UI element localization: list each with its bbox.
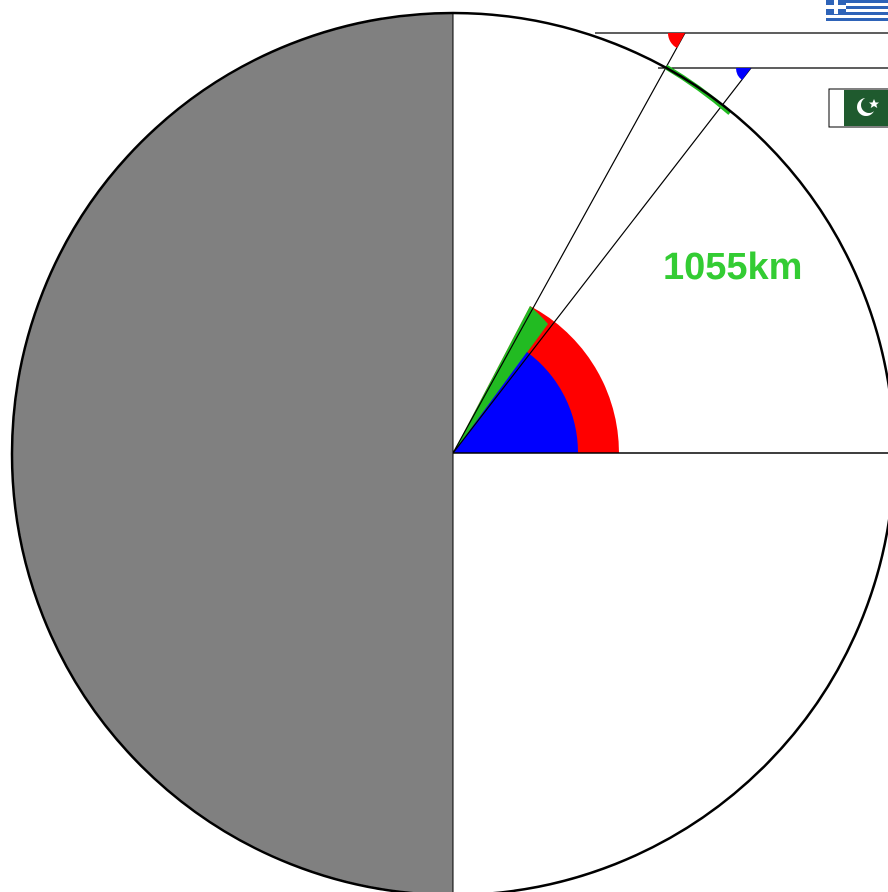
earth-outline [10, 11, 888, 892]
radius-line-pakistan [452, 67, 752, 454]
night-side-half [13, 14, 453, 892]
blue-angle-marker [736, 68, 751, 80]
greece-flag-icon [826, 0, 888, 25]
red-angle-marker [668, 33, 685, 48]
blue-angle-wedge [453, 352, 579, 453]
distance-label: 1055km [663, 246, 802, 288]
pakistan-flag-icon [828, 88, 888, 128]
radius-line-greece [452, 32, 686, 454]
green-angle-wedge [453, 306, 548, 453]
